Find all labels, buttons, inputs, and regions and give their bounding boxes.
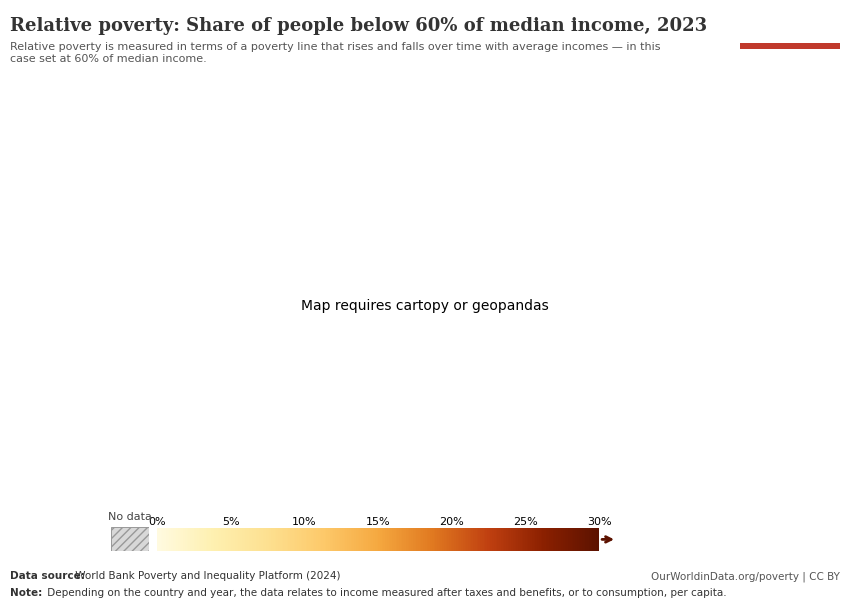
Text: in Data: in Data: [768, 28, 811, 37]
Text: 20%: 20%: [439, 517, 464, 527]
Text: 25%: 25%: [513, 517, 538, 527]
Text: Map requires cartopy or geopandas: Map requires cartopy or geopandas: [301, 299, 549, 313]
Text: 15%: 15%: [366, 517, 390, 527]
Text: 30%: 30%: [587, 517, 611, 527]
Text: World Bank Poverty and Inequality Platform (2024): World Bank Poverty and Inequality Platfo…: [72, 571, 341, 581]
Text: Depending on the country and year, the data relates to income measured after tax: Depending on the country and year, the d…: [44, 588, 727, 598]
Text: Relative poverty is measured in terms of a poverty line that rises and falls ove: Relative poverty is measured in terms of…: [10, 42, 660, 64]
Text: Note:: Note:: [10, 588, 43, 598]
Text: 0%: 0%: [149, 517, 166, 527]
Text: 5%: 5%: [222, 517, 240, 527]
Text: Data source:: Data source:: [10, 571, 85, 581]
Text: Relative poverty: Share of people below 60% of median income, 2023: Relative poverty: Share of people below …: [10, 17, 707, 35]
Text: OurWorldinData.org/poverty | CC BY: OurWorldinData.org/poverty | CC BY: [651, 571, 840, 582]
Text: Our World: Our World: [760, 14, 819, 24]
Bar: [740, 43, 840, 49]
Text: 10%: 10%: [292, 517, 317, 527]
Text: No data: No data: [108, 512, 152, 522]
